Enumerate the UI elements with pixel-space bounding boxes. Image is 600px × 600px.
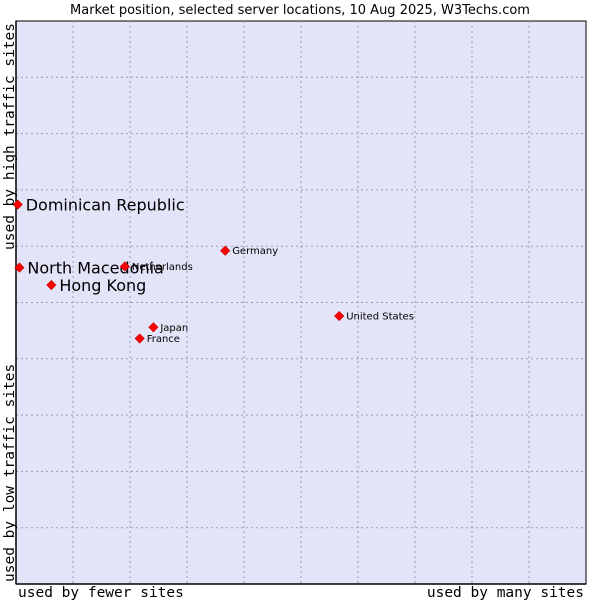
data-point-hong-kong: Hong Kong [46, 276, 146, 295]
point-label: Japan [159, 323, 188, 334]
data-point-japan: Japan [148, 322, 188, 334]
x-axis-label-right: used by many sites [427, 585, 584, 600]
chart-title: Market position, selected server locatio… [70, 3, 530, 18]
data-point-germany: Germany [220, 245, 278, 257]
point-label: Dominican Republic [26, 196, 185, 215]
point-marker [334, 310, 345, 322]
point-label: France [147, 334, 180, 345]
data-point-dominican-republic: Dominican Republic [12, 196, 185, 215]
data-point-france: France [134, 333, 180, 345]
x-axis-label-left: used by fewer sites [18, 585, 184, 600]
point-marker [134, 333, 145, 344]
point-marker [14, 262, 25, 273]
data-point-netherlands: Netherlands [119, 261, 193, 273]
y-axis-label-bottom: used by low traffic sites [2, 364, 18, 582]
point-marker [119, 261, 130, 272]
point-marker [46, 279, 57, 291]
grid-lines [16, 21, 586, 584]
point-label: Germany [232, 246, 278, 257]
point-label: North Macedonia [27, 259, 163, 278]
y-axis-label-top: used by high traffic sites [2, 23, 18, 250]
point-label: Netherlands [132, 262, 193, 273]
point-marker [220, 245, 231, 256]
point-label: Hong Kong [59, 276, 146, 295]
data-point-united-states: United States [334, 310, 414, 323]
point-label: United States [346, 312, 414, 323]
point-marker [148, 322, 159, 333]
data-point-north-macedonia: North Macedonia [14, 259, 164, 278]
point-marker [12, 199, 23, 210]
